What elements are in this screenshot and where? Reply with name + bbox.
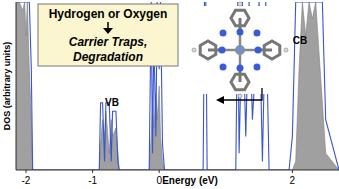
molecule-atom (238, 2, 242, 6)
dos-line (16, 2, 339, 170)
x-tick-label: -2 (22, 175, 31, 186)
x-tick (159, 170, 160, 173)
y-axis (16, 2, 17, 170)
pointer-arrowhead (216, 96, 224, 104)
molecule-atom (220, 30, 227, 37)
molecule-atom (284, 48, 288, 52)
molecule-atom (253, 30, 260, 37)
molecule-atom (220, 63, 227, 70)
dos-area (16, 2, 339, 170)
x-axis (16, 170, 339, 171)
molecule (192, 2, 288, 98)
molecule-atom (237, 29, 244, 36)
x-tick (25, 170, 26, 173)
annotation: VB (105, 97, 119, 108)
molecule-atom (235, 45, 245, 55)
molecule-atom (237, 65, 244, 72)
x-tick (292, 170, 293, 173)
annotation-box (38, 4, 178, 66)
molecule-atom (255, 47, 262, 54)
x-tick-label: -1 (88, 175, 97, 186)
pointer-arrow (222, 88, 262, 100)
annotation: CB (293, 35, 307, 46)
annotation-arrowhead (103, 28, 113, 34)
plot-area (16, 2, 339, 170)
y-axis-label: DOS (arbitrary units) (2, 42, 12, 131)
annotation: Hydrogen or Oxygen (49, 7, 168, 21)
molecule-atom (192, 48, 196, 52)
molecule-atom (238, 94, 242, 98)
annotation: Carrier Traps, (69, 35, 148, 49)
molecule-atom (253, 63, 260, 70)
molecule-atom (219, 47, 226, 54)
x-tick (92, 170, 93, 173)
annotation: Degradation (73, 50, 143, 64)
x-axis-label: Energy (eV) (162, 175, 218, 186)
chart: -2-102Energy (eV)DOS (arbitrary units)Hy… (0, 0, 339, 189)
x-tick-label: 2 (290, 175, 296, 186)
molecule-bg (192, 6, 288, 94)
